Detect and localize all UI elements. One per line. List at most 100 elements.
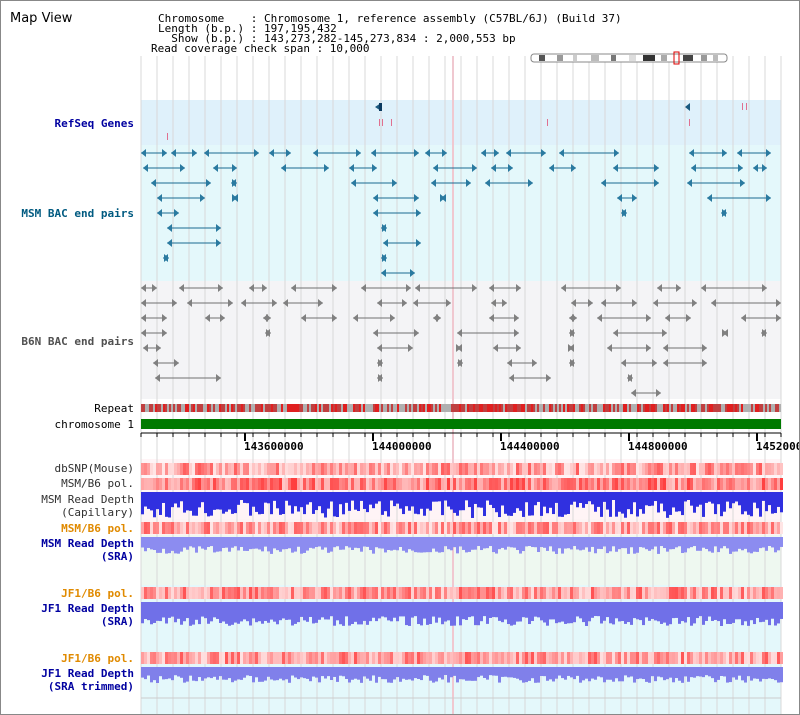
depth-bar	[681, 537, 684, 554]
polymorphism-cell	[438, 463, 441, 475]
depth-bar	[372, 667, 375, 676]
polymorphism-cell	[342, 463, 345, 475]
polymorphism-cell	[597, 652, 600, 664]
polymorphism-cell	[183, 478, 186, 490]
polymorphism-cell	[474, 652, 477, 664]
depth-bar	[177, 602, 180, 619]
polymorphism-cell	[684, 478, 687, 490]
depth-bar	[342, 492, 345, 515]
polymorphism-cell	[447, 463, 450, 475]
depth-bar	[615, 602, 618, 619]
polymorphism-cell	[534, 587, 537, 599]
polymorphism-cell	[585, 652, 588, 664]
depth-bar	[234, 667, 237, 681]
polymorphism-cell	[306, 478, 309, 490]
depth-bar	[570, 492, 573, 505]
bac-end-marker	[361, 284, 366, 292]
axis-tick-label: 144000000	[372, 440, 432, 453]
polymorphism-cell	[735, 587, 738, 599]
polymorphism-cell	[255, 478, 258, 490]
polymorphism-cell	[324, 463, 327, 475]
polymorphism-cell	[600, 478, 603, 490]
depth-bar	[225, 667, 228, 680]
polymorphism-cell	[426, 478, 429, 490]
msm-bac-label[interactable]: MSM BAC end pairs	[21, 207, 134, 220]
polymorphism-cell	[744, 463, 747, 475]
polymorphism-cell	[729, 587, 732, 599]
bac-end-marker	[281, 164, 286, 172]
polymorphism-cell	[576, 652, 579, 664]
refseq-genes-label[interactable]: RefSeq Genes	[54, 117, 134, 130]
repeat-segment	[239, 404, 241, 412]
repeat-segment	[435, 404, 437, 412]
polymorphism-cell	[243, 478, 246, 490]
polymorphism-cell	[300, 587, 303, 599]
repeat-segment	[359, 404, 361, 412]
depth-bar	[633, 492, 636, 503]
ideogram-marker	[673, 51, 680, 65]
bac-end-marker	[151, 179, 156, 187]
polymorphism-cell	[732, 478, 735, 490]
repeat-segment	[197, 404, 199, 412]
depth-bar	[420, 602, 423, 626]
polymorphism-cell	[372, 652, 375, 664]
polymorphism-cell	[639, 522, 642, 534]
polymorphism-cell	[258, 522, 261, 534]
depth-bar	[468, 602, 471, 618]
depth-bar	[393, 492, 396, 507]
repeat-segment	[281, 404, 283, 412]
repeat-segment	[551, 404, 553, 412]
repeat-segment	[765, 404, 767, 412]
polymorphism-cell	[405, 652, 408, 664]
polymorphism-cell	[762, 652, 765, 664]
depth-bar	[396, 667, 399, 678]
bac-end-marker	[392, 179, 397, 187]
repeat-segment	[511, 404, 513, 412]
bac-end-marker	[371, 149, 376, 157]
polymorphism-cell	[618, 652, 621, 664]
depth-bar	[741, 537, 744, 551]
depth-bar	[405, 537, 408, 553]
repeat-segment	[757, 404, 759, 412]
polymorphism-cell	[675, 463, 678, 475]
polymorphism-cell	[471, 652, 474, 664]
polymorphism-cell	[141, 587, 144, 599]
polymorphism-cell	[174, 463, 177, 475]
depth-bar	[558, 537, 561, 549]
polymorphism-cell	[192, 463, 195, 475]
polymorphism-cell	[264, 522, 267, 534]
polymorphism-cell	[189, 587, 192, 599]
polymorphism-cell	[756, 478, 759, 490]
polymorphism-cell	[492, 587, 495, 599]
polymorphism-cell	[648, 478, 651, 490]
depth-bar	[552, 602, 555, 620]
bac-end-marker	[702, 359, 707, 367]
polymorphism-cell	[297, 463, 300, 475]
polymorphism-cell	[546, 652, 549, 664]
polymorphism-cell	[408, 522, 411, 534]
depth-bar	[426, 492, 429, 509]
depth-bar	[564, 667, 567, 680]
polymorphism-cell	[267, 587, 270, 599]
polymorphism-cell	[549, 652, 552, 664]
polymorphism-cell	[462, 463, 465, 475]
polymorphism-cell	[495, 587, 498, 599]
depth-bar	[183, 537, 186, 548]
repeat-segment	[529, 404, 531, 412]
depth-bar	[573, 492, 576, 502]
depth-bar	[723, 537, 726, 547]
polymorphism-cell	[450, 478, 453, 490]
repeat-segment	[457, 404, 459, 412]
polymorphism-cell	[549, 478, 552, 490]
depth-bar	[225, 602, 228, 624]
depth-bar	[246, 492, 249, 504]
polymorphism-cell	[198, 587, 201, 599]
depth-bar	[675, 667, 678, 679]
depth-bar	[510, 602, 513, 626]
polymorphism-cell	[480, 587, 483, 599]
polymorphism-cell	[624, 463, 627, 475]
polymorphism-cell	[156, 463, 159, 475]
depth-bar	[171, 537, 174, 551]
depth-bar	[174, 537, 177, 554]
b6n-bac-label[interactable]: B6N BAC end pairs	[21, 335, 134, 348]
